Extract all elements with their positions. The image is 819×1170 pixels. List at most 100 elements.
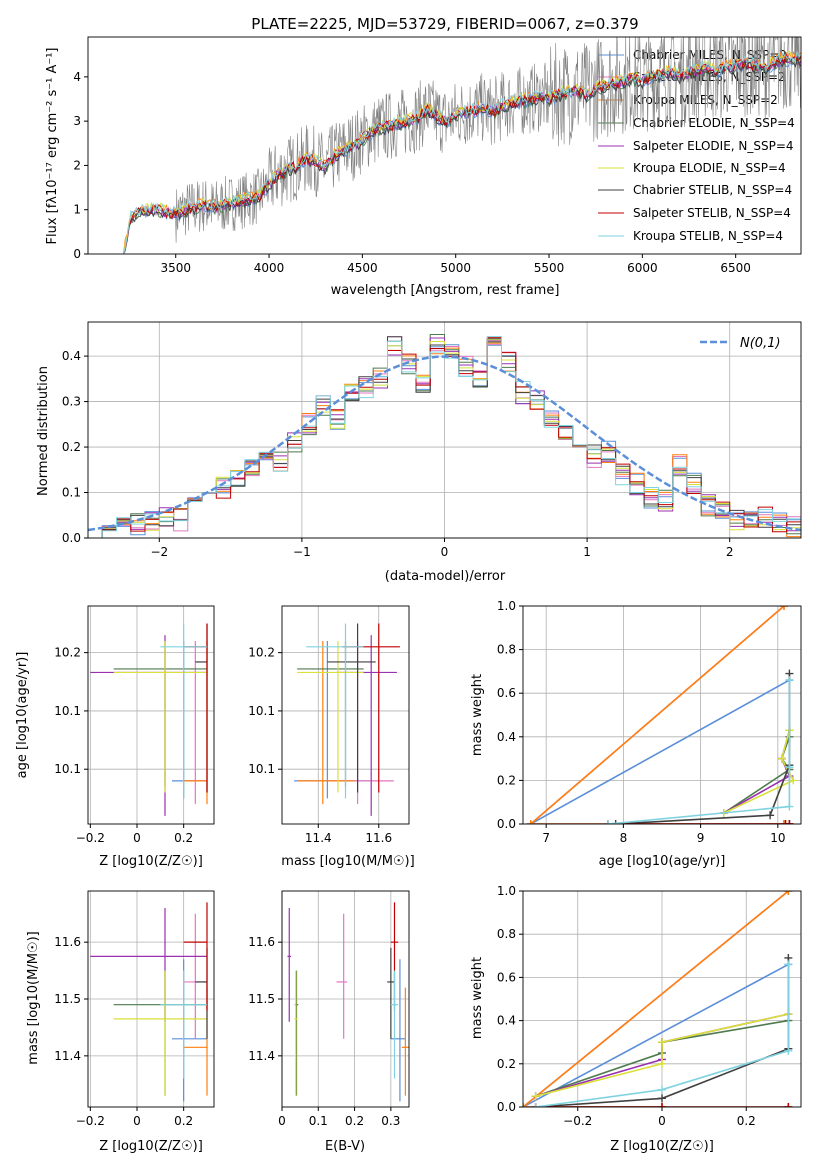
spectrum-xtick-label: 5000 <box>440 261 471 275</box>
ageW-ytick-label: 0.4 <box>497 730 516 744</box>
ageW-marker-salpeter-stelib <box>785 820 794 824</box>
ageW-marker-kroupa-stelib <box>785 676 794 685</box>
massAge-plot-area <box>294 623 400 816</box>
ageW-xtick-label: 7 <box>542 831 550 845</box>
ageW-line-chabrier-elodie <box>723 736 791 814</box>
ZAge-frame <box>87 605 215 825</box>
ageW-line-chabrier-miles <box>529 679 790 824</box>
svg-text:Chabrier ELODIE, N_SSP=4: Chabrier ELODIE, N_SSP=4 <box>633 116 795 130</box>
ZW-ytick-label: 1.0 <box>497 884 516 898</box>
residuals-ylabel: Normed distribution <box>36 366 51 496</box>
ZMass-xtick-label: 0 <box>133 1114 141 1128</box>
ZW-marker-kroupa-stelib <box>784 1046 793 1055</box>
Z-mass-xlabel: Z [log10(Z/Z☉)] <box>99 1139 203 1154</box>
ZAge-ytick-label: 10.1 <box>54 704 81 718</box>
spectrum-xtick-label: 3500 <box>160 261 191 275</box>
ageW-xtick-label: 10 <box>770 831 785 845</box>
spectrum-plot-area <box>123 37 801 254</box>
ageW-marker-kroupa-elodie <box>777 754 786 763</box>
ageW-marker-salpeter-stelib <box>781 820 790 824</box>
ZW-ytick-label: 0.0 <box>497 1100 516 1114</box>
age-weight-ylabel: mass weight <box>470 674 485 756</box>
ageW-line-kroupa-miles <box>529 606 785 824</box>
ZW-line-kroupa-stelib <box>535 964 790 1107</box>
ZW-axes: −0.2 0 0.2 0.0 0.2 0.4 0.6 0.8 1.0 <box>497 884 802 1128</box>
ZMass-axes: −0.2 0 0.2 11.4 11.5 11.6 <box>54 890 215 1128</box>
residuals-plot-area <box>88 334 801 538</box>
Z-mass-ylabel: mass [log10(M/M☉)] <box>26 931 41 1064</box>
ZMass-ytick-label: 11.5 <box>54 992 81 1006</box>
spectrum-ytick-label: 3 <box>73 114 81 128</box>
Z-age-xlabel: Z [log10(Z/Z☉)] <box>99 854 203 869</box>
ZW-marker-kroupa-miles <box>784 891 793 895</box>
residuals-xtick-label: 1 <box>583 545 591 559</box>
ageW-marker-kroupa-stelib <box>785 763 794 772</box>
ZW-plot-area <box>523 891 793 1107</box>
Z-weight-xlabel: Z [log10(Z/Z☉)] <box>610 1139 714 1154</box>
residuals-frame <box>87 321 802 539</box>
residuals-xtick-label: −2 <box>150 545 168 559</box>
Z-age-ylabel: age [log10(age/yr)] <box>15 652 30 779</box>
ZW-ytick-label: 0.2 <box>497 1057 516 1071</box>
ZW-marker-kroupa-stelib <box>531 1103 540 1107</box>
residuals-ytick-label: 0.0 <box>62 531 81 545</box>
ZAge-xtick-label: 0.2 <box>174 831 193 845</box>
ZMass-plot-area <box>90 902 208 1102</box>
legend-entry-chabrier-stelib: Chabrier STELIB, N_SSP=4 <box>598 183 792 197</box>
ageW-marker-kroupa-miles <box>780 820 789 824</box>
ebvMass-axes: 0 0.1 0.2 0.3 11.4 11.5 11.6 <box>248 890 410 1128</box>
spectrum-xtick-label: 6500 <box>720 261 751 275</box>
ZW-marker-kroupa-stelib <box>658 1085 666 1094</box>
ZW-marker-chabrier-stelib <box>658 1094 666 1103</box>
ZW-ytick-label: 0.8 <box>497 927 516 941</box>
ZMass-ytick-label: 11.4 <box>54 1049 81 1063</box>
ZW-ytick-label: 0.4 <box>497 1014 516 1028</box>
ZW-xtick-label: −0.2 <box>563 1114 592 1128</box>
ebvMass-xtick-label: 0.3 <box>381 1114 400 1128</box>
ebvMass-xtick-label: 0.1 <box>309 1114 328 1128</box>
residuals-legend: N(0,1) <box>700 336 781 351</box>
ageW-line-kroupa-stelib <box>607 680 791 824</box>
ageW-xtick-label: 9 <box>697 831 705 845</box>
spectrum-ylabel: Flux [fλ10⁻¹⁷ erg cm⁻² s⁻¹ A⁻¹] <box>45 48 60 245</box>
mass-age-xlabel: mass [log10(M/M☉)] <box>281 854 414 869</box>
spectrum-ytick-label: 1 <box>73 203 81 217</box>
spectrum-xtick-label: 5500 <box>534 261 565 275</box>
spectrum-axes: 3500 4000 4500 5000 5500 6000 6500 0 1 2 3 4 <box>73 36 802 275</box>
ZW-marker-kroupa-elodie <box>658 1038 666 1047</box>
residuals-axes: −2 −1 0 1 2 0.0 0.1 0.2 0.3 0.4 <box>62 321 802 559</box>
ZW-marker-salpeter-stelib <box>784 1103 793 1107</box>
ZAge-plot-area <box>90 623 208 816</box>
spectrum-model-line-kroupa-stelib <box>123 51 801 254</box>
ebvMass-ytick-label: 11.4 <box>248 1049 275 1063</box>
ebvMass-ytick-label: 11.6 <box>248 935 275 949</box>
ZW-line-kroupa-elodie <box>535 1013 789 1097</box>
ageW-ytick-label: 0.2 <box>497 773 516 787</box>
spectrum-frame <box>87 36 802 255</box>
spectrum-xtick-label: 4000 <box>254 261 285 275</box>
spectrum-xtick-label: 4500 <box>347 261 378 275</box>
ZW-frame <box>522 890 802 1108</box>
ZAge-ytick-label: 10.2 <box>54 646 81 660</box>
massAge-ytick-label: 10.2 <box>248 646 275 660</box>
spectrum-ytick-label: 4 <box>73 70 81 84</box>
massAge-xtick-label: 11.4 <box>305 831 332 845</box>
residuals-ytick-label: 0.3 <box>62 395 81 409</box>
residuals-xtick-label: −1 <box>293 545 311 559</box>
svg-text:Salpeter ELODIE, N_SSP=4: Salpeter ELODIE, N_SSP=4 <box>633 139 794 153</box>
ageW-marker-chabrier-stelib <box>611 820 620 824</box>
residuals-xtick-label: 0 <box>441 545 449 559</box>
ageW-marker-kroupa-miles <box>780 606 789 610</box>
ageW-axes: 7 8 9 10 0.0 0.2 0.4 0.6 0.8 1.0 <box>497 599 802 845</box>
spectrum-title: PLATE=2225, MJD=53729, FIBERID=0067, z=0… <box>251 15 638 33</box>
legend-entry-salpeter-stelib: Salpeter STELIB, N_SSP=4 <box>598 206 791 220</box>
ZMass-xtick-label: 0.2 <box>174 1114 193 1128</box>
ZAge-ytick-label: 10.1 <box>54 762 81 776</box>
spectrum-ytick-label: 2 <box>73 158 81 172</box>
ZMass-ytick-label: 11.6 <box>54 935 81 949</box>
svg-text:Kroupa ELODIE, N_SSP=4: Kroupa ELODIE, N_SSP=4 <box>633 161 786 175</box>
ebvMass-frame <box>281 890 410 1108</box>
spectrum-xlabel: wavelength [Angstrom, rest frame] <box>331 283 560 298</box>
ebvMass-xtick-label: 0.2 <box>345 1114 364 1128</box>
residuals-ytick-label: 0.4 <box>62 349 81 363</box>
